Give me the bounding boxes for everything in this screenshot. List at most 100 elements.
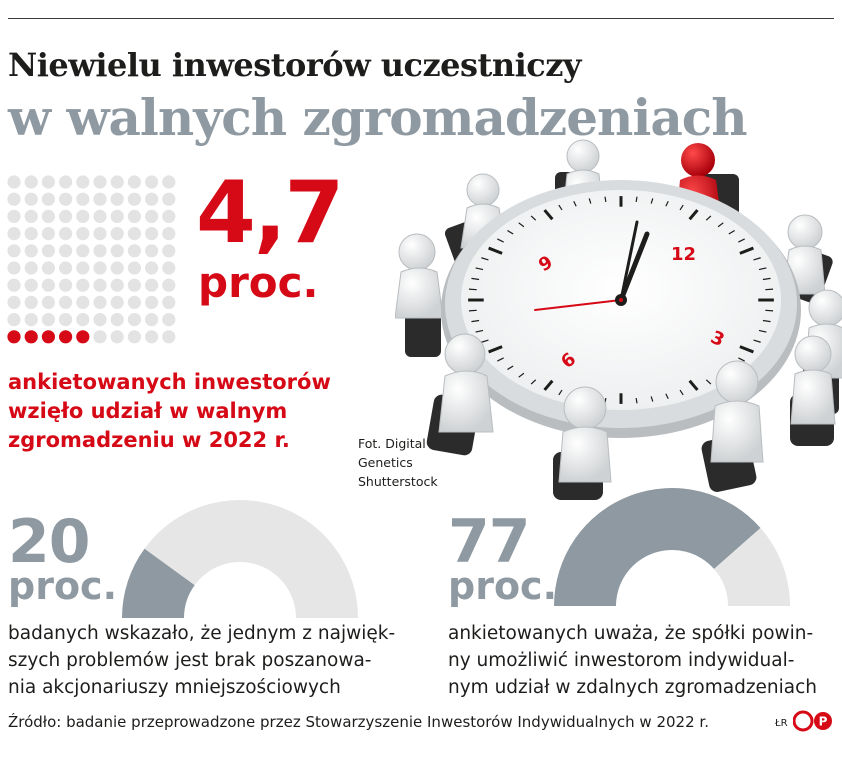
dot xyxy=(24,192,38,206)
half-donut-chart-left xyxy=(122,500,358,618)
dot xyxy=(59,209,73,223)
clock-tick xyxy=(471,277,480,281)
dot xyxy=(76,295,90,309)
clock-tick xyxy=(650,198,654,204)
clock-tick xyxy=(688,209,699,221)
dot xyxy=(59,192,73,206)
dot xyxy=(93,261,107,275)
dot xyxy=(145,261,159,275)
dot xyxy=(76,278,90,292)
clock-tick xyxy=(518,222,525,228)
dot xyxy=(162,261,176,275)
dot xyxy=(110,209,124,223)
clock-tick xyxy=(762,277,771,281)
dot xyxy=(24,209,38,223)
stat-right-unit: proc. xyxy=(448,564,558,608)
clock-tick xyxy=(488,345,503,354)
clock-tick xyxy=(558,204,563,211)
photo-credit-line: Genetics xyxy=(358,455,413,470)
highlighted-dot xyxy=(59,330,73,344)
photo-credit-line: Fot. Digital xyxy=(358,436,426,451)
svg-text:12: 12 xyxy=(671,244,696,265)
stat-left-value: 20 xyxy=(8,507,90,577)
dot xyxy=(7,261,21,275)
clock-tick xyxy=(604,196,607,203)
stat-right-description: ankietowanych uważa, że spółki powin- ny… xyxy=(448,620,817,701)
dot xyxy=(59,175,73,189)
title-line-1: Niewielu inwestorów uczestniczy xyxy=(8,46,582,84)
dot xyxy=(41,175,56,189)
gauge-rest-segment xyxy=(144,500,358,618)
clock-tick xyxy=(705,379,712,385)
dot xyxy=(93,192,107,206)
dot xyxy=(145,278,159,292)
clock-tick xyxy=(665,200,669,207)
dot xyxy=(41,261,56,275)
dot xyxy=(110,244,124,258)
gauge-highlight-segment xyxy=(554,488,761,606)
dot xyxy=(127,313,141,327)
clock-tick xyxy=(765,309,774,312)
dot xyxy=(162,175,176,189)
clock-tick xyxy=(753,339,761,343)
author-initials: ŁR xyxy=(775,718,788,729)
dot-pictogram xyxy=(7,175,176,344)
dot xyxy=(110,261,124,275)
dot xyxy=(7,313,21,327)
headline-unit: proc. xyxy=(198,258,319,307)
clock-tick xyxy=(475,267,484,271)
dot xyxy=(76,244,90,258)
dot xyxy=(127,227,141,241)
clock-tick xyxy=(530,379,537,385)
clock-tick xyxy=(738,357,745,362)
dot xyxy=(145,313,159,327)
clock-tick xyxy=(758,267,767,271)
dot xyxy=(59,313,73,327)
dot xyxy=(7,295,21,309)
dot xyxy=(7,209,21,223)
half-donut-chart-right xyxy=(554,488,790,606)
stat-left-unit: proc. xyxy=(8,564,118,608)
clock-tick xyxy=(739,246,754,255)
dot xyxy=(127,278,141,292)
dot xyxy=(93,313,107,327)
clock-tick xyxy=(758,329,767,333)
clock-tick xyxy=(530,215,537,221)
dot xyxy=(41,227,56,241)
clock-tick xyxy=(679,389,684,396)
dot xyxy=(145,209,159,223)
headline-value: 4,7 xyxy=(196,163,344,263)
dot xyxy=(110,330,124,344)
dot xyxy=(162,209,176,223)
dot xyxy=(59,227,73,241)
dot xyxy=(145,175,159,189)
dot xyxy=(76,175,90,189)
dot xyxy=(76,209,90,223)
clock-tick xyxy=(753,257,761,261)
dot xyxy=(93,295,107,309)
dot xyxy=(93,278,107,292)
dot xyxy=(110,175,124,189)
dot xyxy=(127,192,141,206)
dot xyxy=(162,313,176,327)
clock-tick xyxy=(543,379,554,391)
dot xyxy=(127,330,141,344)
publisher-logo: P xyxy=(793,710,832,732)
dot xyxy=(93,227,107,241)
photo-credit: Fot. Digital Genetics Shutterstock xyxy=(358,434,458,491)
dot xyxy=(162,295,176,309)
description-line: ankietowanych uważa, że spółki powin- xyxy=(448,623,814,644)
clock-tick xyxy=(573,200,577,207)
dot xyxy=(41,244,56,258)
dot xyxy=(127,209,141,223)
clock-tick xyxy=(475,329,484,333)
dot xyxy=(7,244,21,258)
dot xyxy=(127,295,141,309)
description-line: szych problemów jest brak poszanowa- xyxy=(8,650,372,671)
title-line-2: w walnych zgromadzeniach xyxy=(8,88,748,147)
highlighted-dot xyxy=(76,330,90,344)
dot xyxy=(76,227,90,241)
dot xyxy=(110,192,124,206)
dot xyxy=(93,244,107,258)
clock-tick xyxy=(665,393,669,400)
